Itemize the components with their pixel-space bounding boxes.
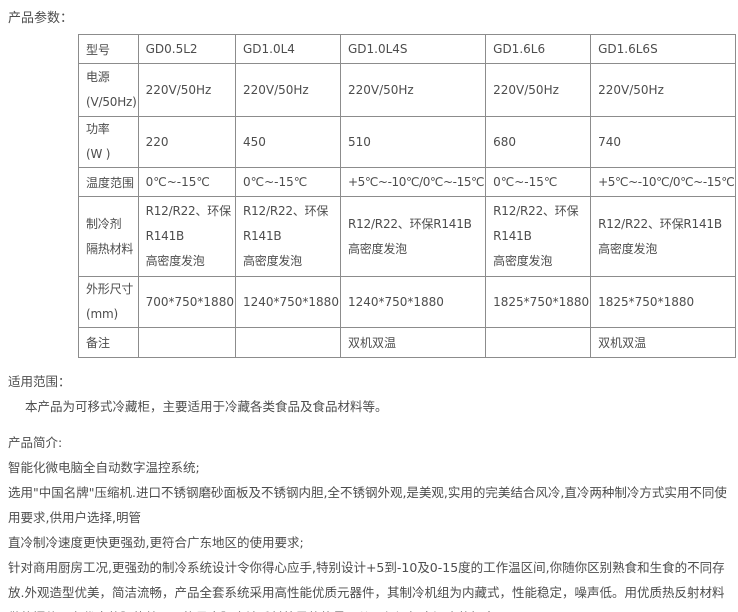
intro-paragraph-1: 智能化微电脑全自动数字温控系统;	[8, 460, 200, 475]
header-cell: GD1.0L4	[234, 34, 341, 64]
value-cell: 220V/50Hz	[339, 63, 487, 117]
value-cell: 700*750*1880	[137, 276, 236, 328]
value-cell: 220V/50Hz	[485, 63, 592, 117]
header-cell: GD1.6L6S	[590, 34, 737, 64]
table-header-row: 型号 GD0.5L2 GD1.0L4 GD1.0L4S GD1.6L6 GD1.6L6S	[78, 34, 737, 64]
value-cell	[234, 327, 341, 358]
value-cell: 680	[485, 116, 592, 168]
row-label-cell: 功率 (W )	[78, 116, 139, 168]
intro-section-title: 产品简介:	[8, 435, 63, 450]
header-cell: 型号	[78, 34, 139, 64]
value-cell: 220V/50Hz	[234, 63, 341, 117]
value-cell: R12/R22、环保R141B 高密度发泡	[339, 196, 487, 277]
value-cell: +5℃~-10℃/0℃~-15℃	[339, 167, 487, 197]
value-cell: 220	[137, 116, 236, 168]
row-label-cell: 外形尺寸 (mm)	[78, 276, 139, 328]
table-row: 外形尺寸 (mm) 700*750*1880 1240*750*1880 1240*7…	[78, 276, 737, 328]
table-row: 电源 (V/50Hz) 220V/50Hz 220V/50Hz 220V/50Hz 22…	[78, 63, 737, 117]
value-cell: 740	[590, 116, 737, 168]
value-cell	[485, 327, 592, 358]
scope-section-title: 适用范围：	[8, 374, 71, 389]
table-row: 温度范围 0℃~-15℃ 0℃~-15℃ +5℃~-10℃/0℃~-15℃ 0℃~-15…	[78, 167, 737, 197]
value-cell	[137, 327, 236, 358]
value-cell: 双机双温	[339, 327, 487, 358]
row-label-cell: 温度范围	[78, 167, 139, 197]
value-cell: 1240*750*1880	[234, 276, 341, 328]
value-cell: R12/R22、环保R141B 高密度发泡	[137, 196, 236, 277]
intro-paragraph-4: 针对商用厨房工况,更强劲的制冷系统设计令你得心应手,特别设计+5到-10及0-1…	[8, 560, 725, 612]
value-cell: R12/R22、环保R141B 高密度发泡	[590, 196, 737, 277]
table-row: 功率 (W ) 220 450 510 680 740	[78, 116, 737, 168]
table-row: 制冷剂 隔热材料 R12/R22、环保R141B 高密度发泡 R12/R22、环保R…	[78, 196, 737, 277]
intro-paragraph-3: 直冷制冷速度更快更强劲,更符合广东地区的使用要求;	[8, 535, 304, 550]
value-cell: +5℃~-10℃/0℃~-15℃	[590, 167, 737, 197]
table-row: 备注 双机双温 双机双温	[78, 327, 737, 358]
row-label-cell: 制冷剂 隔热材料	[78, 196, 139, 277]
value-cell: 0℃~-15℃	[234, 167, 341, 197]
value-cell: 1240*750*1880	[339, 276, 487, 328]
value-cell: 0℃~-15℃	[485, 167, 592, 197]
value-cell: 220V/50Hz	[590, 63, 737, 117]
params-section-title: 产品参数：	[8, 11, 74, 26]
value-cell: 双机双温	[590, 327, 737, 358]
product-params-table: 型号 GD0.5L2 GD1.0L4 GD1.0L4S GD1.6L6 GD1.6L6S 电…	[78, 34, 737, 358]
value-cell: 1825*750*1880	[485, 276, 592, 328]
value-cell: R12/R22、环保R141B 高密度发泡	[485, 196, 592, 277]
header-cell: GD0.5L2	[137, 34, 236, 64]
value-cell: 1825*750*1880	[590, 276, 737, 328]
row-label-cell: 电源 (V/50Hz)	[78, 63, 139, 117]
value-cell: R12/R22、环保R141B 高密度发泡	[234, 196, 341, 277]
value-cell: 220V/50Hz	[137, 63, 236, 117]
intro-paragraph-2: 选用"中国名牌"压缩机.进口不锈钢磨砂面板及不锈钢内胆,全不锈钢外观,是美观,实…	[8, 485, 727, 525]
row-label-cell: 备注	[78, 327, 139, 358]
header-cell: GD1.6L6	[485, 34, 592, 64]
scope-body: 本产品为可移式冷藏柜，主要适用于冷藏各类食品及食品材料等。	[25, 399, 388, 414]
value-cell: 450	[234, 116, 341, 168]
value-cell: 0℃~-15℃	[137, 167, 236, 197]
header-cell: GD1.0L4S	[339, 34, 487, 64]
value-cell: 510	[339, 116, 487, 168]
